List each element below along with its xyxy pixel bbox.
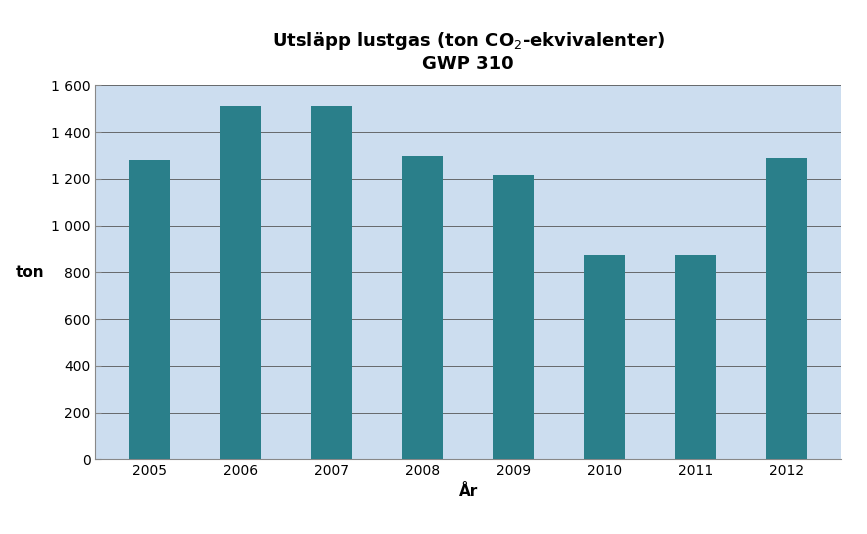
Bar: [675, 255, 716, 459]
Bar: [220, 106, 261, 459]
Bar: [584, 255, 625, 459]
Bar: [493, 175, 534, 459]
X-axis label: År: År: [459, 484, 478, 499]
Bar: [766, 158, 807, 459]
Bar: [311, 106, 352, 459]
Bar: [129, 160, 171, 459]
Y-axis label: ton: ton: [16, 265, 44, 280]
Title: Utsläpp lustgas (ton CO$_2$-ekvivalenter)
GWP 310: Utsläpp lustgas (ton CO$_2$-ekvivalenter…: [271, 30, 665, 73]
Bar: [402, 155, 443, 459]
